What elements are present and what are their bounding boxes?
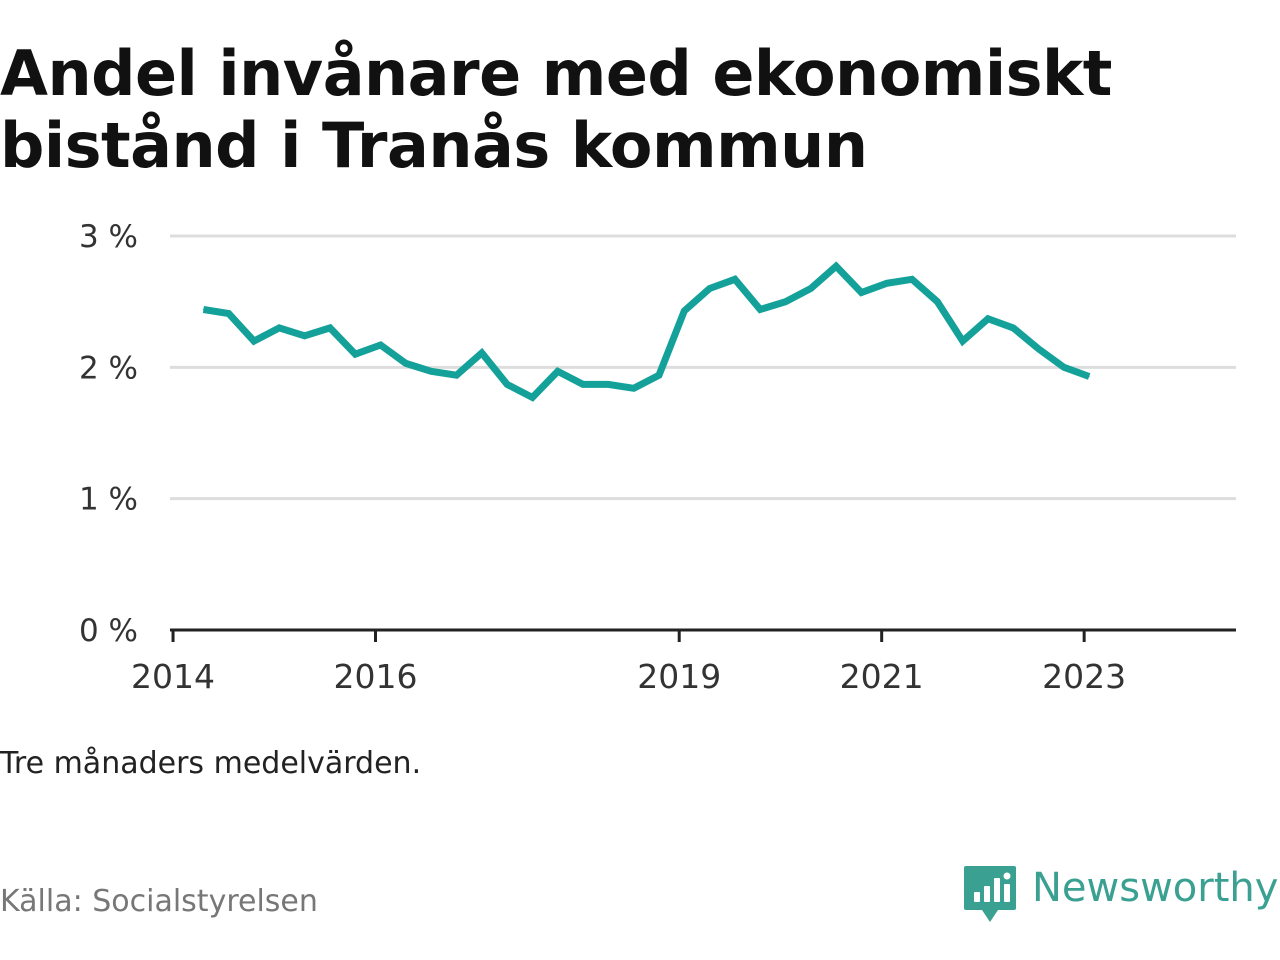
data-point — [531, 397, 533, 399]
x-tick-label: 2014 — [131, 657, 215, 696]
data-point — [810, 288, 812, 290]
data-point — [329, 327, 331, 329]
data-point — [354, 353, 356, 355]
chart-note: Tre månaders medelvärden. — [0, 746, 422, 781]
y-tick-label: 0 % — [79, 613, 138, 649]
data-point — [278, 327, 280, 329]
x-tick-label: 2019 — [637, 657, 721, 696]
data-point — [607, 383, 609, 385]
data-point — [1063, 366, 1065, 368]
data-point — [936, 301, 938, 303]
newsworthy-logo-icon — [964, 866, 1016, 922]
y-tick-label: 1 % — [79, 482, 138, 518]
data-point — [962, 340, 964, 342]
y-tick-label: 3 % — [79, 219, 138, 255]
data-point — [911, 278, 913, 280]
data-point — [987, 318, 989, 320]
data-point — [557, 370, 559, 372]
data-point — [759, 309, 761, 311]
data-point — [253, 340, 255, 342]
data-point — [1038, 348, 1040, 350]
x-tick-label: 2023 — [1042, 657, 1126, 696]
data-point — [886, 282, 888, 284]
data-point — [734, 278, 736, 280]
y-tick-labels: 0 % 1 % 2 % 3 % — [79, 219, 138, 649]
brand: Newsworthy — [962, 862, 1278, 928]
data-point — [1088, 376, 1090, 378]
data-point — [860, 291, 862, 293]
line-chart: 0 % 1 % 2 % 3 % 2014 2016 2019 2021 2023 — [79, 219, 1236, 696]
data-series — [202, 261, 1091, 402]
data-point — [380, 344, 382, 346]
data-point — [481, 352, 483, 354]
data-point — [633, 387, 635, 389]
x-tick-label: 2021 — [840, 657, 924, 696]
data-point — [835, 265, 837, 267]
data-point — [506, 383, 508, 385]
gridlines — [170, 234, 1236, 501]
data-point — [683, 310, 685, 312]
series-line — [202, 261, 1091, 402]
x-tick-label: 2016 — [334, 657, 418, 696]
data-point — [405, 362, 407, 364]
data-point — [430, 370, 432, 372]
data-point — [202, 309, 204, 311]
data-point — [228, 312, 230, 314]
x-axis: 2014 2016 2019 2021 2023 — [131, 628, 1236, 696]
chart-title: Andel invånare med ekonomiskt bistånd i … — [0, 37, 1112, 182]
y-tick-label: 2 % — [79, 350, 138, 386]
source-label: Källa: Socialstyrelsen — [0, 884, 318, 919]
data-point — [658, 374, 660, 376]
data-point — [709, 288, 711, 290]
data-point — [1012, 327, 1014, 329]
data-point — [455, 374, 457, 376]
brand-name: Newsworthy — [1032, 865, 1279, 911]
data-point — [304, 335, 306, 337]
data-point — [582, 383, 584, 385]
data-point — [785, 301, 787, 303]
